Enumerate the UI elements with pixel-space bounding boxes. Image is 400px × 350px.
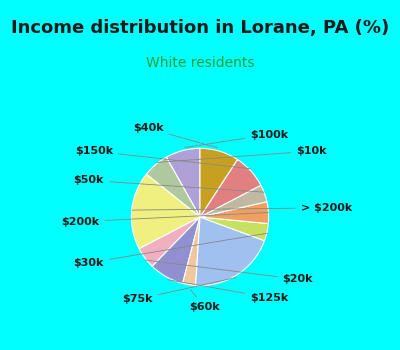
Wedge shape [139, 217, 200, 266]
Text: $10k: $10k [156, 146, 327, 162]
Text: $200k: $200k [61, 212, 268, 226]
Wedge shape [131, 174, 200, 249]
Wedge shape [200, 185, 267, 217]
Text: White residents: White residents [146, 56, 254, 70]
Wedge shape [200, 148, 238, 217]
Wedge shape [146, 157, 200, 217]
Wedge shape [182, 217, 200, 286]
Wedge shape [152, 217, 200, 284]
Wedge shape [196, 217, 264, 286]
Text: $30k: $30k [74, 233, 267, 268]
Text: $40k: $40k [133, 123, 218, 148]
Text: $75k: $75k [122, 278, 236, 304]
Text: Income distribution in Lorane, PA (%): Income distribution in Lorane, PA (%) [11, 19, 389, 37]
Wedge shape [200, 217, 268, 241]
Text: $60k: $60k [189, 289, 220, 312]
Wedge shape [200, 202, 269, 224]
Wedge shape [200, 160, 261, 217]
Text: > $200k: > $200k [132, 203, 352, 213]
Text: $50k: $50k [74, 175, 264, 192]
Text: $100k: $100k [185, 130, 288, 147]
Text: $20k: $20k [146, 260, 313, 284]
Text: $150k: $150k [75, 146, 250, 169]
Text: $125k: $125k [168, 280, 288, 302]
Wedge shape [166, 148, 200, 217]
